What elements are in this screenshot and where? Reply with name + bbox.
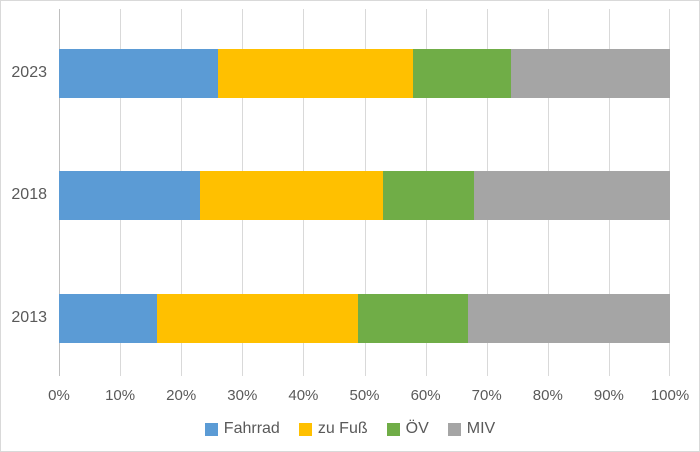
plot-area (59, 9, 670, 376)
legend-item-2: ÖV (386, 420, 429, 438)
value-axis-tick-labels: 0% 10% 20% 30% 40% 50% 60% 70% 80% 90% 100% (48, 387, 689, 405)
tick-label-40%: 40% (288, 387, 319, 404)
segment-2023-series-1 (217, 49, 414, 98)
tick-label-10%: 10% (105, 387, 136, 404)
segment-2018-series-1 (199, 171, 383, 220)
tick-label-20%: 20% (166, 387, 197, 404)
legend-label: ÖV (405, 420, 429, 437)
legend-item-0: Fahrrad (204, 420, 280, 438)
category-label-2013: 2013 (11, 309, 47, 326)
tick-label-80%: 80% (532, 387, 563, 404)
tick-label-50%: 50% (349, 387, 380, 404)
segment-2018-series-2 (382, 171, 475, 220)
segment-2023-series-3 (511, 49, 670, 98)
legend-swatch-icon (447, 422, 461, 436)
bar-2018 (59, 171, 670, 220)
segment-2018-series-3 (474, 171, 670, 220)
category-label-2018: 2018 (11, 186, 47, 203)
tick-label-90%: 90% (593, 387, 624, 404)
legend-swatch-icon (204, 422, 218, 436)
tick-label-0%: 0% (48, 387, 70, 404)
bar-2013 (59, 294, 670, 343)
segment-2023-series-0 (59, 49, 218, 98)
legend-label: MIV (466, 420, 496, 437)
legend-swatch-icon (386, 422, 400, 436)
segment-2023-series-2 (413, 49, 512, 98)
segment-2013-series-0 (59, 294, 157, 343)
segment-2013-series-2 (358, 294, 469, 343)
legend-item-3: MIV (447, 420, 496, 438)
legend: Fahrrad zu Fuß ÖV MIV (1, 417, 699, 441)
legend-swatch-icon (298, 422, 312, 436)
legend-item-1: zu Fuß (298, 420, 368, 438)
tick-label-70%: 70% (471, 387, 502, 404)
legend-label: Fahrrad (223, 420, 280, 437)
segment-2018-series-0 (59, 171, 200, 220)
tick-label-30%: 30% (227, 387, 258, 404)
category-axis-labels: 2023 2018 2013 (1, 1, 47, 451)
category-label-2023: 2023 (11, 64, 47, 81)
segment-2013-series-3 (468, 294, 670, 343)
tick-label-60%: 60% (410, 387, 441, 404)
tick-label-100%: 100% (650, 387, 690, 404)
bar-2023 (59, 49, 670, 98)
segment-2013-series-1 (156, 294, 359, 343)
legend-label: zu Fuß (317, 420, 368, 437)
